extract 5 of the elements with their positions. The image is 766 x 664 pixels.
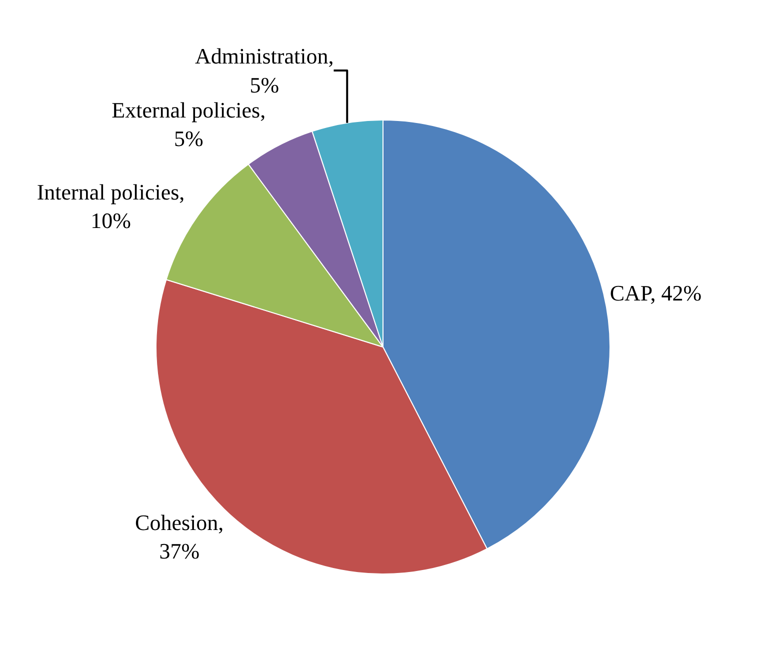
slice-label: Cohesion, 37%	[135, 510, 224, 564]
slice-label: External policies, 5%	[112, 97, 266, 151]
slice-label: CAP, 42%	[610, 280, 702, 306]
slice-label: Administration, 5%	[195, 44, 334, 98]
slice-label: Internal policies, 10%	[36, 180, 185, 234]
